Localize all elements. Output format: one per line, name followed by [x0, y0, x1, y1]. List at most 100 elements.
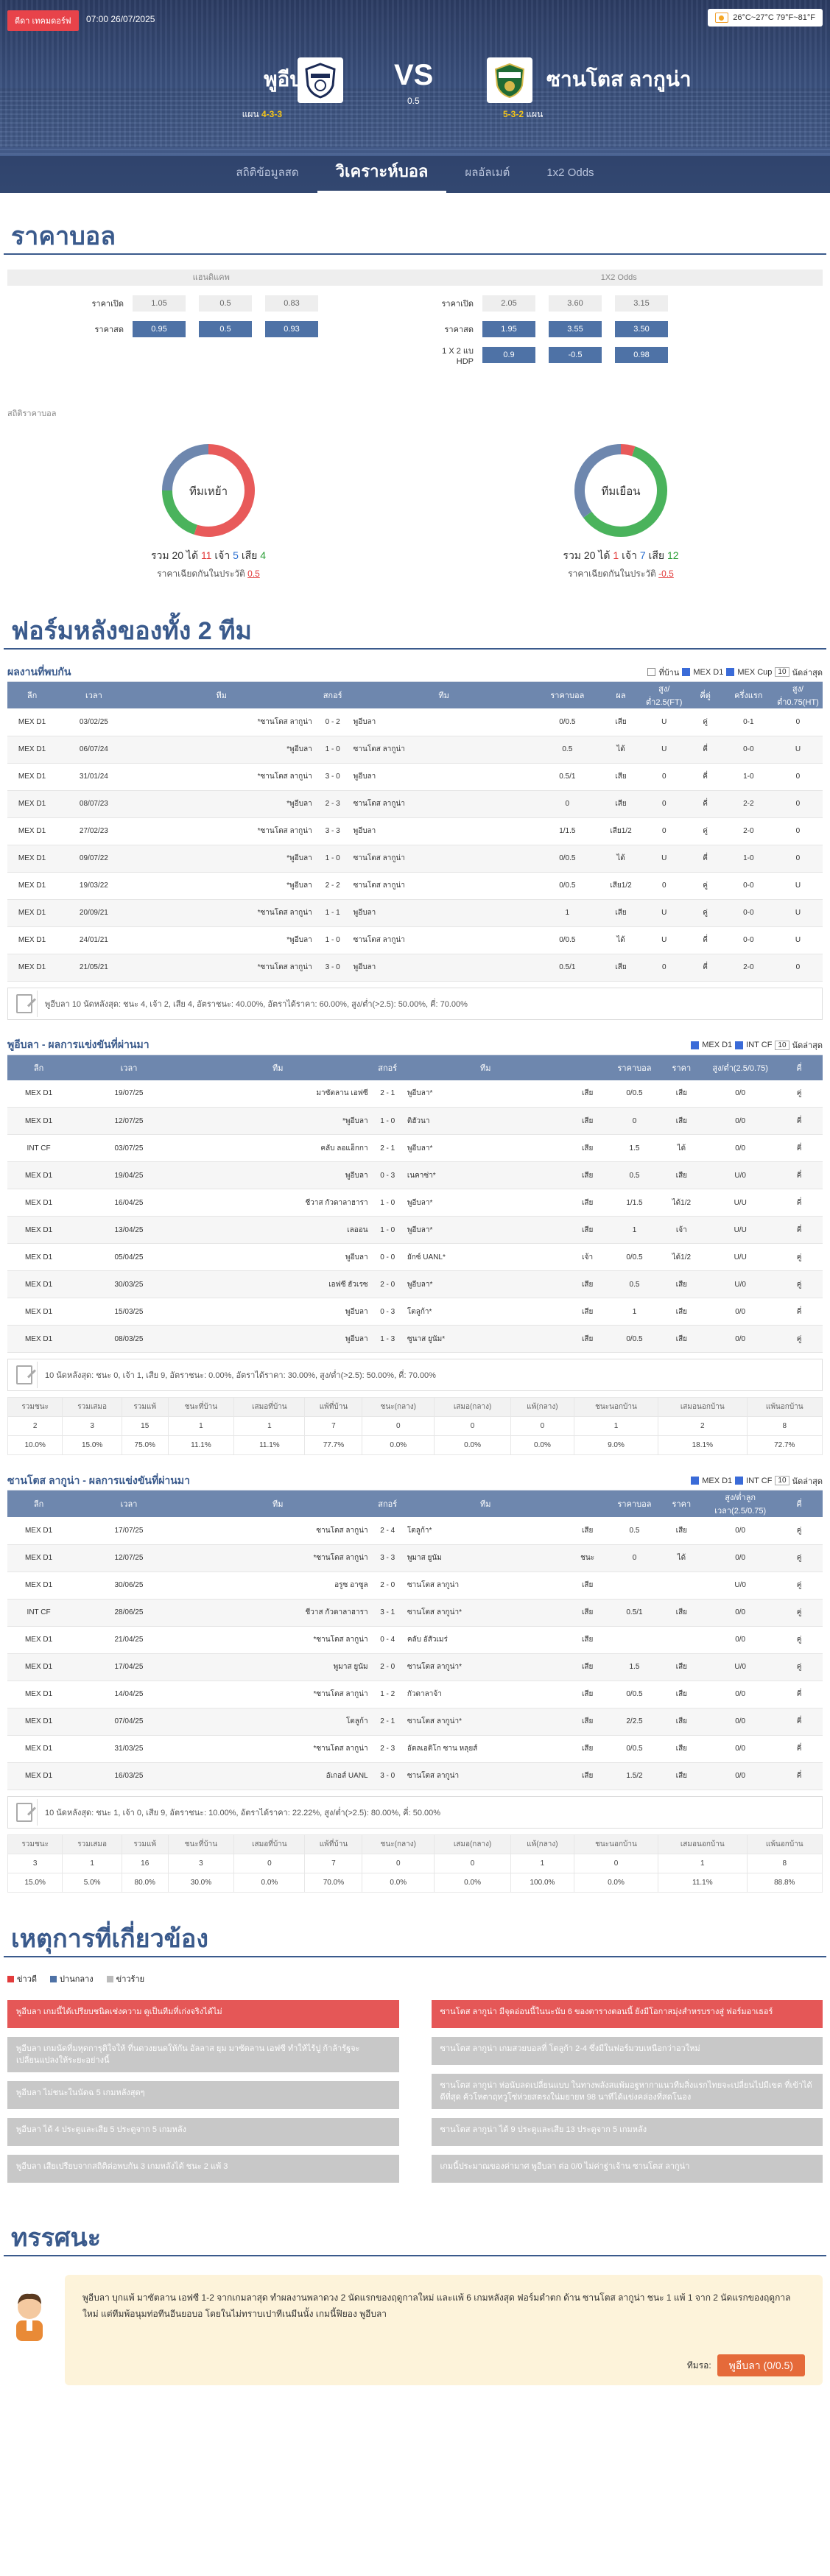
checkbox-mex-d1[interactable]: [682, 668, 691, 676]
h2h-cell[interactable]: ซานโตส ลากูน่า: [353, 845, 535, 873]
table-row[interactable]: MEX D1 17/07/25 ซานโตส ลากูน่า 2 - 4 โตลูก้า…: [7, 1517, 823, 1545]
event-item[interactable]: เกมนี้ประมาณของค่ามาศ พูอีบลา ต่อ 0/0 ไม…: [431, 2154, 823, 2183]
live-button[interactable]: ดีดา เทคมดอร์ฟ: [7, 10, 79, 31]
table-row[interactable]: MEX D1 30/06/25 อรูซ อาซูล 2 - 0 ซานโตส ลากู…: [7, 1572, 823, 1600]
h2h-cell[interactable]: *พูอีบลา: [130, 736, 312, 764]
table-row[interactable]: MEX D1 12/07/25 *พูอีบลา 1 - 0 ติฮัวนา เสีย 0 เ…: [7, 1107, 823, 1135]
h2h-cell[interactable]: *พูอีบลา: [130, 790, 312, 818]
checkbox-int-cf[interactable]: [735, 1041, 744, 1049]
event-item[interactable]: ซานโตส ลากูน่า ได้ 9 ประตูและเสีย 13 ประ…: [431, 2117, 823, 2146]
h2h-cell[interactable]: *ซานโตส ลากูน่า: [130, 708, 312, 736]
odds-value[interactable]: 2.05: [482, 295, 535, 312]
home_recent-cell[interactable]: พูอีบลา*: [407, 1216, 564, 1244]
home_recent-cell[interactable]: ยักซ์ UANL*: [407, 1243, 564, 1271]
h2h-cell[interactable]: พูอีบลา: [353, 899, 535, 927]
match-count-select[interactable]: 10: [775, 1040, 789, 1050]
h2h-cell[interactable]: *พูอีบลา: [130, 872, 312, 900]
odds-value[interactable]: 0.83: [265, 295, 318, 312]
table-row[interactable]: MEX D1 06/07/24 *พูอีบลา 1 - 0 ซานโตส ลากูน่…: [7, 736, 823, 764]
home_recent-cell[interactable]: เลออน: [187, 1216, 368, 1244]
away_recent-cell[interactable]: โตลูก้า*: [407, 1517, 564, 1545]
away_recent-cell[interactable]: *ซานโตส ลากูน่า: [187, 1681, 368, 1708]
event-item[interactable]: พูอีบลา เกมนี้ได้เปรียบชนิดเช่งความ ดูเป…: [7, 1999, 399, 2028]
away_recent-cell[interactable]: ซานโตส ลากูน่า*: [407, 1708, 564, 1736]
odds-value[interactable]: 0.95: [133, 321, 186, 337]
away_recent-cell[interactable]: ซานโตส ลากูน่า*: [407, 1653, 564, 1681]
odds-value[interactable]: 1.05: [133, 295, 186, 312]
home_recent-cell[interactable]: *พูอีบลา: [187, 1107, 368, 1135]
home_recent-cell[interactable]: ติฮัวนา: [407, 1107, 564, 1135]
table-row[interactable]: MEX D1 16/04/25 ชีวาส กัวดาลาฮารา 1 - 0 พูอี…: [7, 1189, 823, 1217]
away_recent-cell[interactable]: โตลูก้า: [187, 1708, 368, 1736]
away_recent-cell[interactable]: อรูซ อาซูล: [187, 1572, 368, 1600]
home_recent-cell[interactable]: พูอีบลา*: [407, 1134, 564, 1162]
event-item[interactable]: พูอีบลา ไม่ชนะในนัดฉ 5 เกมหลังสุดๆ: [7, 2080, 399, 2109]
home_recent-cell[interactable]: พูอีบลา: [187, 1243, 368, 1271]
event-item[interactable]: ซานโตส ลากูน่า มีจุดอ่อนนี้ในนะนับ 6 ของ…: [431, 1999, 823, 2028]
h2h-cell[interactable]: *พูอีบลา: [130, 926, 312, 954]
home_recent-cell[interactable]: เอฟซี ฮัวเรซ: [187, 1270, 368, 1298]
away-team-logo[interactable]: [487, 57, 532, 103]
odds-value[interactable]: -0.5: [549, 347, 602, 363]
h2h-cell[interactable]: *ซานโตส ลากูน่า: [130, 954, 312, 982]
away_recent-cell[interactable]: คลับ อัสัวเมร่: [407, 1626, 564, 1654]
away_recent-cell[interactable]: อัตลเอติโก ซาน หลุยส์: [407, 1735, 564, 1763]
event-item[interactable]: พูอีบลา เสียเปรียบจากสถิติต่อพบกัน 3 เกม…: [7, 2154, 399, 2183]
away_recent-cell[interactable]: ซานโตส ลากูน่า: [407, 1762, 564, 1790]
table-row[interactable]: MEX D1 21/04/25 *ซานโตส ลากูน่า 0 - 4 คลับ อ…: [7, 1626, 823, 1654]
h2h-cell[interactable]: พูอีบลา: [353, 763, 535, 791]
home_recent-cell[interactable]: คลับ ลอแอ็กกา: [187, 1134, 368, 1162]
match-count-select[interactable]: 10: [775, 667, 789, 677]
tab-analysis[interactable]: วิเคราะห์บอล: [317, 156, 447, 193]
table-row[interactable]: MEX D1 16/03/25 อัเกอส์ UANL 3 - 0 ซานโตส ลา…: [7, 1762, 823, 1790]
h2h-cell[interactable]: พูอีบลา: [353, 817, 535, 845]
odds-value[interactable]: 0.98: [615, 347, 668, 363]
table-row[interactable]: MEX D1 15/03/25 พูอีบลา 0 - 3 โตลูก้า* เสีย 1 เ…: [7, 1298, 823, 1326]
table-row[interactable]: MEX D1 19/07/25 มาซัตลาน เอฟซี 2 - 1 พูอีบลา…: [7, 1080, 823, 1108]
tab-1x2-odds[interactable]: 1x2 Odds: [546, 166, 594, 179]
table-row[interactable]: MEX D1 24/01/21 *พูอีบลา 1 - 0 ซานโตส ลากูน่…: [7, 926, 823, 954]
away_recent-cell[interactable]: พูมาส ยูนัม: [187, 1653, 368, 1681]
odds-value[interactable]: 3.50: [615, 321, 668, 337]
away_recent-cell[interactable]: ซานโตส ลากูน่า: [407, 1572, 564, 1600]
home_recent-cell[interactable]: พูอีบลา: [187, 1298, 368, 1326]
table-row[interactable]: INT CF 03/07/25 คลับ ลอแอ็กกา 2 - 1 พูอีบลา*…: [7, 1134, 823, 1162]
table-row[interactable]: MEX D1 07/04/25 โตลูก้า 2 - 1 ซานโตส ลากูน่า…: [7, 1708, 823, 1736]
odds-value[interactable]: 0.5: [199, 321, 252, 337]
h2h-cell[interactable]: *ซานโตส ลากูน่า: [130, 899, 312, 927]
event-item[interactable]: ซานโตส ลากูน่า เกมสวยบอลที่ โตลูก้า 2-4 …: [431, 2036, 823, 2065]
h2h-cell[interactable]: พูอีบลา: [353, 708, 535, 736]
home-team-logo[interactable]: [298, 57, 343, 103]
away_recent-cell[interactable]: *ซานโตส ลากูน่า: [187, 1735, 368, 1763]
table-row[interactable]: MEX D1 19/03/22 *พูอีบลา 2 - 2 ซานโตส ลากูน่…: [7, 872, 823, 900]
table-row[interactable]: MEX D1 03/02/25 *ซานโตส ลากูน่า 0 - 2 พูอีบล…: [7, 708, 823, 736]
tab-results[interactable]: ผลอัลเมต์: [465, 166, 510, 179]
checkbox-int-cf[interactable]: [735, 1477, 744, 1485]
away_recent-cell[interactable]: พูมาส ยูนัม: [407, 1544, 564, 1572]
h2h-cell[interactable]: ซานโตส ลากูน่า: [353, 926, 535, 954]
away-team-name[interactable]: ซานโตส ลากูน่า: [546, 68, 692, 91]
checkbox-home[interactable]: [647, 668, 656, 676]
event-item[interactable]: ซานโตส ลากูน่า ห่อนับลดเปลี่ยนแบบ ในทางพ…: [431, 2073, 823, 2109]
home_recent-cell[interactable]: เนคาซ่า*: [407, 1161, 564, 1189]
table-row[interactable]: MEX D1 31/03/25 *ซานโตส ลากูน่า 2 - 3 อัตลเอ…: [7, 1735, 823, 1763]
home_recent-cell[interactable]: พูอีบลา: [187, 1161, 368, 1189]
odds-value[interactable]: 1.95: [482, 321, 535, 337]
home_recent-cell[interactable]: โตลูก้า*: [407, 1298, 564, 1326]
table-row[interactable]: MEX D1 14/04/25 *ซานโตส ลากูน่า 1 - 2 กัวดาล…: [7, 1681, 823, 1708]
checkbox-mex-cup[interactable]: [726, 668, 735, 676]
h2h-cell[interactable]: ซานโตส ลากูน่า: [353, 790, 535, 818]
home_recent-cell[interactable]: มาซัตลาน เอฟซี: [187, 1080, 368, 1108]
table-row[interactable]: MEX D1 20/09/21 *ซานโตส ลากูน่า 1 - 1 พูอีบล…: [7, 899, 823, 927]
h2h-cell[interactable]: ซานโตส ลากูน่า: [353, 872, 535, 900]
home_recent-cell[interactable]: พูอีบลา*: [407, 1270, 564, 1298]
table-row[interactable]: MEX D1 05/04/25 พูอีบลา 0 - 0 ยักซ์ UANL* เจ้…: [7, 1243, 823, 1271]
h2h-cell[interactable]: *ซานโตส ลากูน่า: [130, 763, 312, 791]
odds-value[interactable]: 3.60: [549, 295, 602, 312]
odds-value[interactable]: 0.9: [482, 347, 535, 363]
event-item[interactable]: พูอีบลา เกมนัดที่มหุดการุติใจให้ ที่นดวง…: [7, 2036, 399, 2072]
match-count-select[interactable]: 10: [775, 1476, 789, 1485]
away_recent-cell[interactable]: กัวดาลาจ้า: [407, 1681, 564, 1708]
home_recent-cell[interactable]: ซูนาส ยูนัม*: [407, 1325, 564, 1353]
table-row[interactable]: MEX D1 09/07/22 *พูอีบลา 1 - 0 ซานโตส ลากูน่…: [7, 845, 823, 873]
